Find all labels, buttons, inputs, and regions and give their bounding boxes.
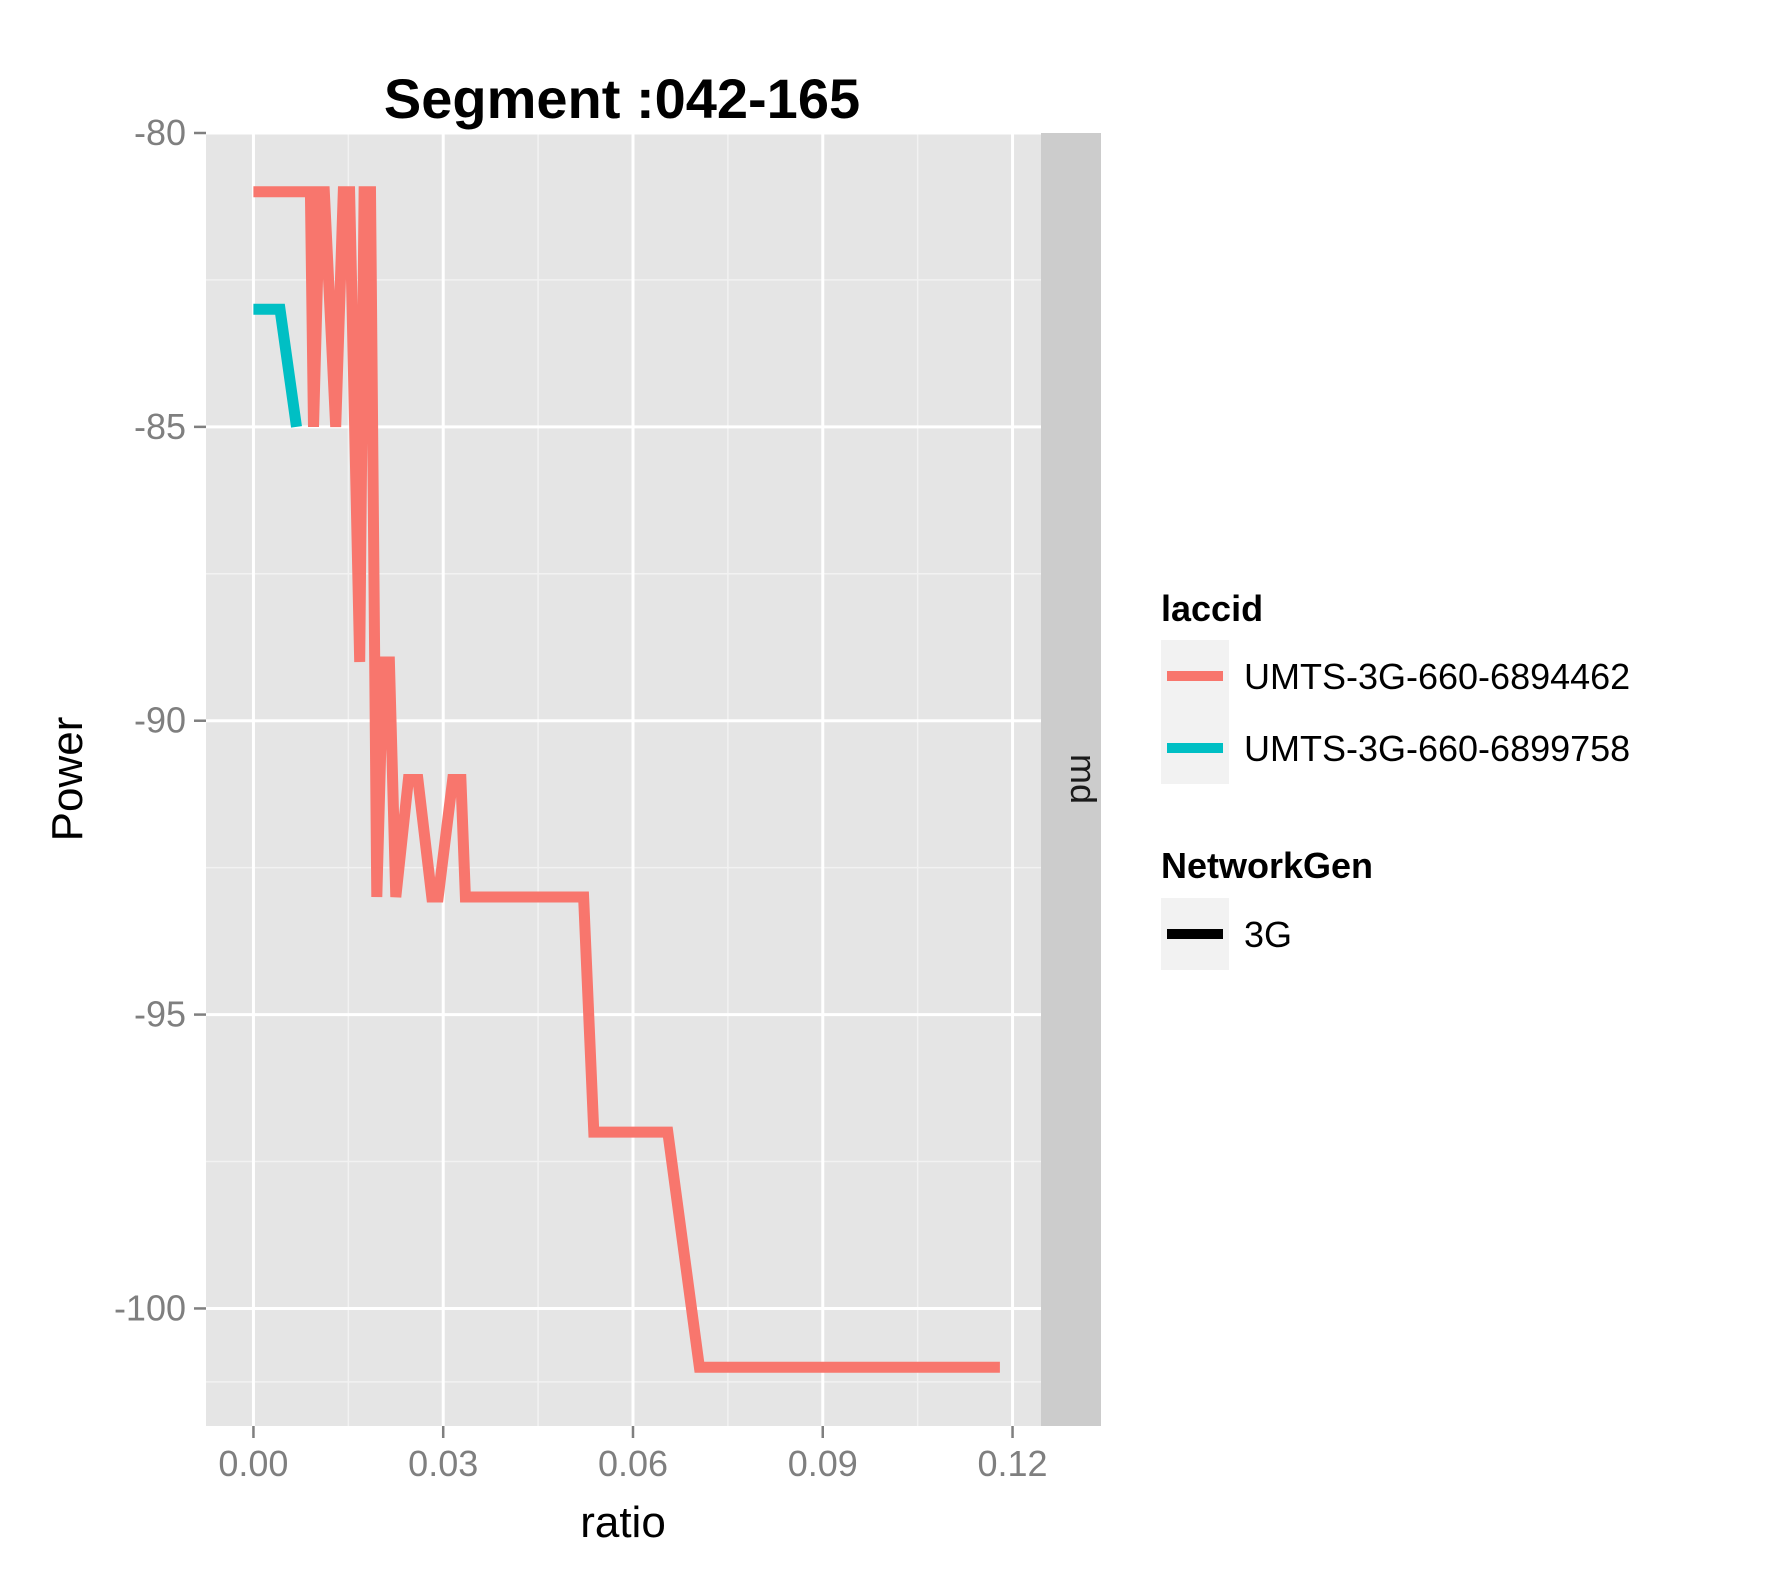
legend-title-networkgen: NetworkGen [1161, 845, 1373, 886]
x-axis: 0.00 0.03 0.06 0.09 0.12 [218, 1426, 1048, 1484]
major-gridlines [206, 131, 1041, 1426]
plot-panel [206, 133, 1041, 1426]
legend-title-laccid: laccid [1161, 588, 1263, 629]
y-tick-label: -95 [134, 994, 186, 1035]
y-tick-label: -85 [134, 406, 186, 447]
legend-laccid-entries: UMTS-3G-660-6894462 UMTS-3G-660-6899758 [1161, 640, 1630, 784]
facet-strip [1041, 133, 1101, 1426]
x-tick-label: 0.03 [408, 1443, 478, 1484]
x-tick-label: 0.00 [218, 1443, 288, 1484]
legend-networkgen-entries: 3G [1161, 898, 1292, 970]
y-axis: -80 -85 -90 -95 -100 [114, 112, 206, 1328]
x-axis-title: ratio [580, 1498, 666, 1547]
legend-label: UMTS-3G-660-6894462 [1244, 656, 1630, 697]
series-line-umts-3g-660-6894462 [253, 186, 1000, 1373]
y-tick-label: -90 [134, 700, 186, 741]
x-tick-label: 0.12 [977, 1443, 1047, 1484]
series-lines [253, 186, 1000, 1373]
legend-label: UMTS-3G-660-6899758 [1244, 728, 1630, 769]
x-tick-label: 0.06 [598, 1443, 668, 1484]
legend: laccid UMTS-3G-660-6894462UMTS-3G-660-68… [1161, 588, 1630, 970]
facet-strip-label: md [1063, 754, 1104, 804]
legend-label: 3G [1244, 914, 1292, 955]
y-tick-label: -100 [114, 1287, 186, 1328]
x-tick-label: 0.09 [788, 1443, 858, 1484]
series-line-umts-3g-660-6899758 [253, 303, 302, 428]
chart-title: Segment :042-165 [384, 67, 860, 130]
y-axis-title: Power [43, 717, 92, 842]
y-tick-label: -80 [134, 112, 186, 153]
